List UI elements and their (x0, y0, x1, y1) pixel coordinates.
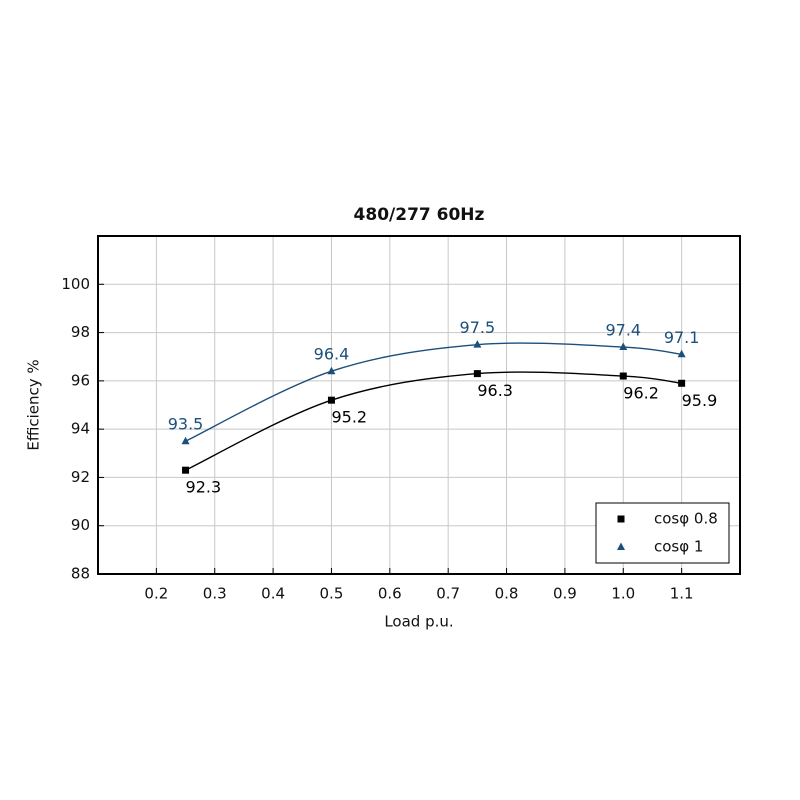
x-tick-label: 0.5 (320, 585, 344, 603)
y-tick-label: 94 (71, 420, 90, 438)
y-tick-label: 98 (71, 323, 90, 341)
series-line (185, 371, 682, 471)
x-tick-label: 1.1 (670, 585, 694, 603)
data-label: 95.2 (331, 408, 367, 427)
marker (181, 436, 190, 445)
series-line (185, 342, 682, 442)
data-label: 92.3 (186, 478, 222, 497)
legend-label: cosφ 1 (654, 538, 703, 556)
x-tick-label: 0.8 (495, 585, 519, 603)
y-tick-label: 100 (61, 275, 90, 293)
x-tick-label: 0.4 (261, 585, 285, 603)
marker (473, 370, 481, 378)
y-tick-label: 92 (71, 468, 90, 486)
legend-marker (617, 515, 625, 523)
legend-label: cosφ 0.8 (654, 510, 718, 528)
y-tick-label: 90 (71, 516, 90, 534)
marker (473, 340, 482, 348)
legend-box (595, 502, 730, 564)
marker (677, 349, 686, 358)
plot-frame (97, 235, 741, 575)
y-tick-label: 88 (71, 565, 90, 583)
y-axis-label: Efficiency % (25, 359, 43, 450)
data-label: 96.2 (623, 384, 659, 403)
data-label: 97.5 (460, 318, 496, 337)
x-tick-label: 0.6 (378, 585, 402, 603)
legend-marker (617, 542, 625, 550)
marker (619, 342, 628, 351)
data-label: 95.9 (682, 391, 718, 410)
marker (327, 366, 336, 375)
x-tick-label: 0.9 (553, 585, 577, 603)
x-tick-label: 0.2 (144, 585, 168, 603)
chart-title: 480/277 60Hz (354, 205, 485, 225)
x-tick-label: 0.7 (436, 585, 460, 603)
x-tick-label: 0.3 (203, 585, 227, 603)
data-label: 96.3 (477, 381, 513, 400)
data-label: 96.4 (314, 345, 350, 364)
x-tick-label: 1.0 (611, 585, 635, 603)
marker (327, 396, 335, 404)
data-label: 93.5 (168, 415, 204, 434)
marker (182, 466, 190, 474)
x-axis-label: Load p.u. (384, 613, 453, 631)
marker (678, 379, 686, 387)
data-label: 97.1 (664, 328, 700, 347)
marker (619, 372, 627, 380)
data-label: 97.4 (605, 321, 641, 340)
y-tick-label: 96 (71, 371, 90, 389)
